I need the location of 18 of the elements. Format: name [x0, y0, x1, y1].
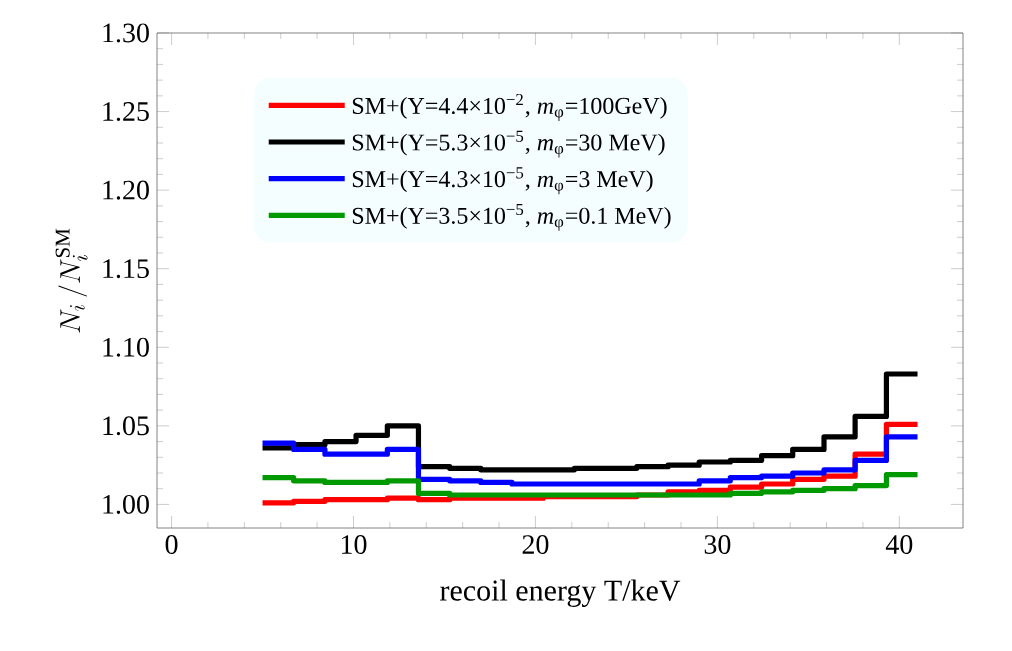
x-tick-label: 30 [704, 535, 731, 554]
y-tick-label: 1.20 [103, 180, 149, 200]
legend-label: SM+(Y=4.4×10$^{−2}$, m$_{φ}$=100GeV) [352, 93, 667, 121]
y-tick-label: 1.00 [103, 494, 149, 514]
y-tick-label: 1.10 [103, 337, 149, 357]
y-axis-title: $N_i\,/N_i^{\mathrm{SM}}$ [55, 228, 88, 333]
y-tick-label: 1.30 [103, 23, 149, 43]
y-tick-label: 1.05 [103, 416, 149, 436]
x-tick-label: 10 [341, 535, 367, 554]
legend-label: SM+(Y=4.3×10$^{−5}$, m$_{φ}$=3 MeV) [352, 167, 653, 195]
x-tick-label: 0 [165, 535, 178, 554]
x-tick-label: 20 [522, 535, 549, 554]
x-tick-label: 40 [885, 535, 913, 554]
legend-label: SM+(Y=5.3×10$^{−5}$, m$_{φ}$=30 MeV) [352, 130, 665, 158]
legend-label: SM+(Y=3.5×10$^{−5}$, m$_{φ}$=0.1 MeV) [352, 203, 671, 231]
x-axis-title: recoil energy T/keV [440, 579, 681, 607]
y-tick-label: 1.25 [103, 102, 149, 122]
y-tick-label: 1.15 [103, 259, 149, 279]
